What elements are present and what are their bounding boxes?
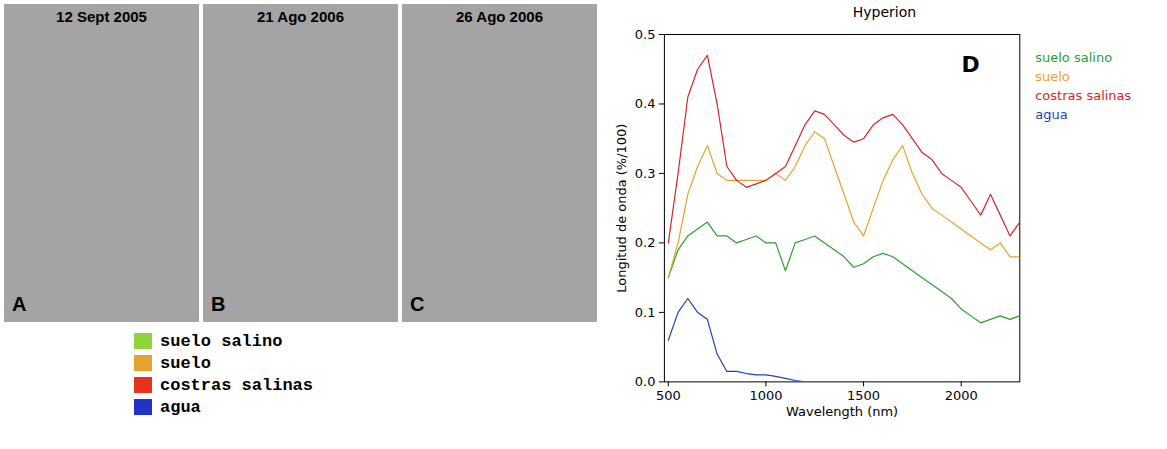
- svg-text:0.1: 0.1: [635, 305, 656, 320]
- svg-text:1500: 1500: [847, 388, 880, 403]
- svg-text:Wavelength (nm): Wavelength (nm): [786, 404, 898, 419]
- svg-text:500: 500: [656, 388, 681, 403]
- html-text:Hyperion: Hyperion: [852, 4, 917, 20]
- html-text:suelo salino: suelo salino: [1035, 50, 1113, 65]
- html-text:21 Ago 2006: 21 Ago 2006: [257, 8, 344, 25]
- html-text:suelo salino: suelo salino: [160, 331, 283, 351]
- svg-text:1000: 1000: [749, 388, 782, 403]
- svg-text:2000: 2000: [945, 388, 978, 403]
- html-text:C: C: [410, 293, 425, 315]
- svg-text:0.4: 0.4: [635, 96, 656, 111]
- html-text:costras salinas: costras salinas: [160, 375, 313, 395]
- html-text:B: B: [211, 293, 226, 315]
- html-text:costras salinas: costras salinas: [1035, 88, 1132, 103]
- svg-text:0.0: 0.0: [635, 374, 656, 389]
- svg-text:0.2: 0.2: [635, 235, 656, 250]
- svg-text:0.5: 0.5: [635, 27, 656, 42]
- html-text:26 Ago 2006: 26 Ago 2006: [456, 8, 543, 25]
- html-text:A: A: [12, 293, 27, 315]
- svg-text:D: D: [962, 52, 980, 77]
- svg-text:Longitud de onda (%/100): Longitud de onda (%/100): [614, 124, 629, 293]
- html-text:agua: agua: [160, 397, 201, 417]
- svg-text:0.3: 0.3: [635, 166, 656, 181]
- html-text:suelo: suelo: [160, 353, 211, 373]
- html-text:suelo: suelo: [1035, 69, 1070, 84]
- html-text:agua: agua: [1035, 107, 1068, 122]
- html-text:12 Sept 2005: 12 Sept 2005: [56, 8, 147, 25]
